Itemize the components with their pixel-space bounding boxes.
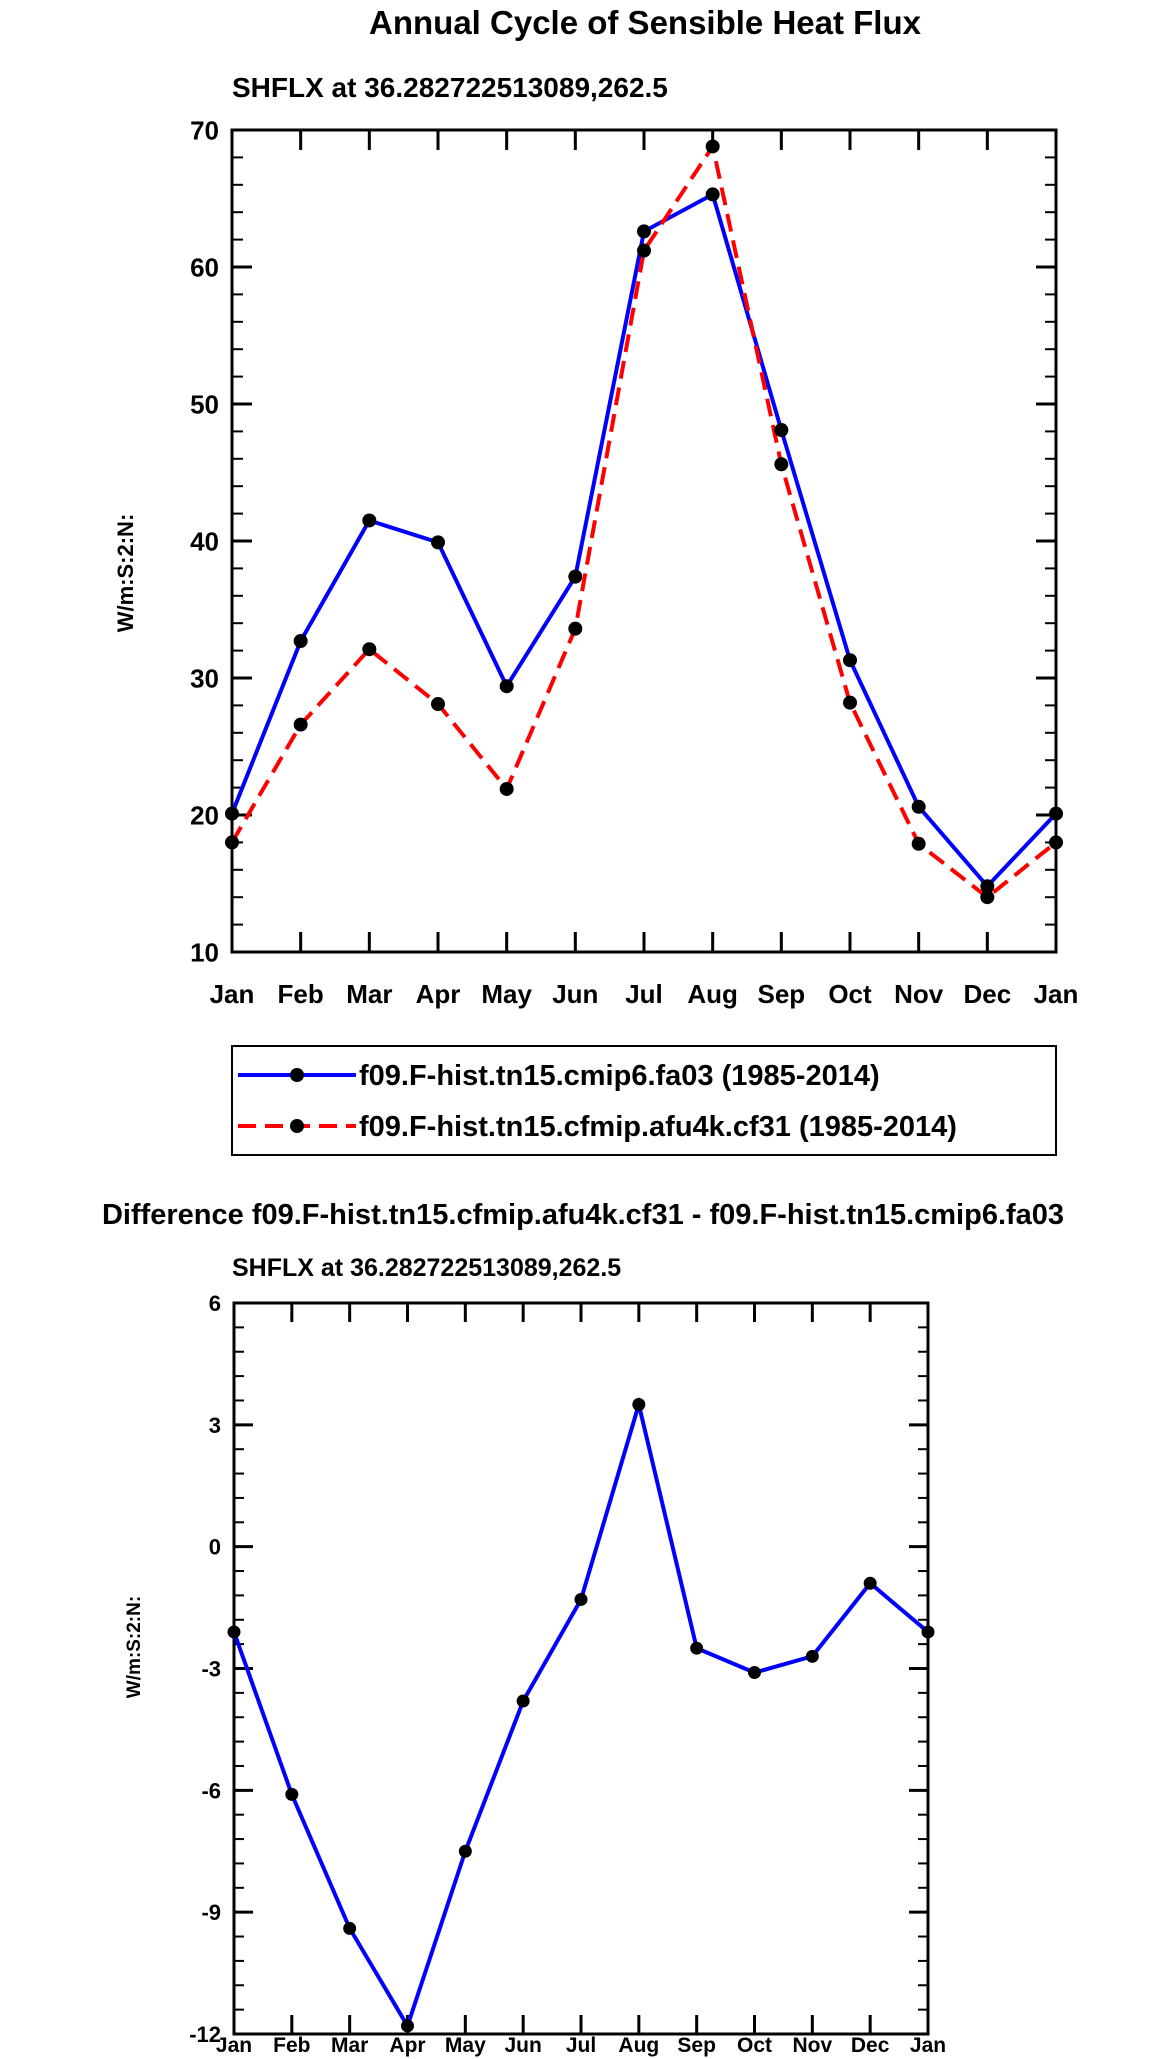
series-0-point: [516, 1694, 530, 1708]
series-1-point: [637, 243, 651, 258]
series-1-point: [843, 695, 857, 710]
series-0-point: [863, 1576, 877, 1590]
y-tick-label: 3: [209, 1413, 221, 1438]
series-0-point: [568, 569, 583, 584]
chart-annual-cycle: SHFLX at 36.282722513089,262.5 W/m:S:2:N…: [113, 72, 1078, 1009]
x-tick-label: Jun: [552, 979, 598, 1009]
series-0-point: [921, 1625, 935, 1639]
chart2-ylabel: W/m:S:2:N:: [124, 1596, 145, 1698]
y-tick-label: -9: [201, 1900, 221, 1925]
series-0-point: [227, 1625, 241, 1639]
series-0-point: [293, 634, 308, 649]
x-tick-label: Oct: [737, 2034, 772, 2057]
x-tick-label: Jul: [625, 979, 663, 1009]
series-0-point: [805, 1649, 819, 1663]
x-tick-label: Jun: [504, 2034, 541, 2057]
series-0-point: [574, 1592, 588, 1606]
x-tick-label: Apr: [416, 979, 461, 1009]
y-tick-label: -12: [189, 2022, 221, 2047]
series-0-point: [458, 1844, 472, 1858]
series-1-point: [293, 717, 308, 732]
x-tick-label: Mar: [346, 979, 392, 1009]
series-1-point: [980, 890, 995, 905]
y-tick-label: 50: [190, 389, 219, 419]
x-tick-label: Dec: [963, 979, 1011, 1009]
x-tick-label: Feb: [278, 979, 324, 1009]
y-tick-label: 30: [190, 663, 219, 693]
y-tick-label: -3: [201, 1656, 221, 1681]
y-tick-label: 0: [209, 1535, 221, 1560]
series-1-point: [774, 457, 789, 472]
series-0-point: [705, 187, 720, 202]
legend-label-series-0: f09.F-hist.tn15.cmip6.fa03 (1985-2014): [359, 1060, 880, 1092]
series-1-point: [431, 697, 445, 712]
series-0-point: [748, 1666, 761, 1680]
chart1-ylabel: W/m:S:2:N:: [113, 514, 138, 633]
chart1-legend: f09.F-hist.tn15.cmip6.fa03 (1985-2014) f…: [231, 1045, 1057, 1156]
series-0-point: [980, 879, 995, 894]
legend-box: [231, 1045, 1057, 1156]
chart1-subtitle: SHFLX at 36.282722513089,262.5: [232, 72, 668, 103]
series-line-0: [232, 1396, 930, 2031]
series-1-point: [911, 836, 926, 851]
x-tick-label: Feb: [273, 2034, 310, 2057]
legend-marker-series-1: [290, 1119, 304, 1133]
x-tick-label: Jan: [210, 979, 255, 1009]
x-tick-label: Apr: [389, 2034, 425, 2057]
series-0-point: [343, 1921, 357, 1935]
chart2-subtitle: SHFLX at 36.282722513089,262.5: [232, 1254, 621, 1282]
series-0-point: [843, 653, 857, 668]
y-tick-label: -6: [201, 1778, 221, 1803]
x-tick-label: Jan: [910, 2034, 946, 2057]
x-tick-label: Nov: [792, 2034, 832, 2057]
x-tick-label: May: [481, 979, 532, 1009]
x-tick-label: Jul: [566, 2034, 596, 2057]
x-tick-label: Sep: [677, 2034, 716, 2057]
series-0-point: [225, 806, 239, 821]
series-1-point: [499, 781, 514, 796]
y-tick-label: 6: [209, 1291, 221, 1316]
legend-marker-series-0: [290, 1068, 304, 1082]
series-0-point: [690, 1641, 704, 1655]
chart-difference: Difference f09.F-hist.tn15.cfmip.afu4k.c…: [102, 1199, 1064, 2057]
series-0-point: [1049, 806, 1063, 821]
series-line-1: [230, 141, 1058, 900]
series-0-point: [911, 799, 926, 814]
series-0-point: [499, 679, 514, 694]
y-tick-label: 40: [190, 526, 219, 556]
series-0-point: [637, 224, 651, 239]
chart2-title: Difference f09.F-hist.tn15.cfmip.afu4k.c…: [102, 1199, 1064, 1231]
series-0-point: [285, 1787, 299, 1801]
x-tick-label: Jan: [216, 2034, 252, 2057]
y-tick-label: 60: [190, 252, 219, 282]
series-line-0: [230, 191, 1058, 890]
y-tick-label: 20: [190, 800, 219, 830]
series-1-point: [568, 621, 583, 636]
series-1-point: [362, 642, 377, 657]
x-tick-label: Nov: [894, 979, 944, 1009]
series-1-point: [225, 835, 239, 850]
x-tick-label: Aug: [687, 979, 738, 1009]
y-tick-label: 70: [190, 115, 219, 145]
chart2-frame: [232, 1301, 930, 2036]
series-0-point: [362, 513, 377, 528]
x-tick-label: Mar: [331, 2034, 368, 2057]
x-tick-label: Dec: [851, 2034, 890, 2057]
series-0-point: [401, 2019, 414, 2033]
series-0-point: [774, 423, 789, 438]
x-tick-label: May: [445, 2034, 486, 2057]
x-tick-label: Jan: [1034, 979, 1079, 1009]
y-tick-label: 10: [190, 937, 219, 967]
series-1-point: [705, 139, 720, 154]
x-tick-label: Sep: [757, 979, 805, 1009]
series-0-point: [632, 1398, 646, 1412]
main-title: Annual Cycle of Sensible Heat Flux: [369, 4, 922, 41]
legend-label-series-1: f09.F-hist.tn15.cfmip.afu4k.cf31 (1985-2…: [359, 1111, 957, 1143]
series-1-point: [1049, 835, 1063, 850]
x-tick-label: Oct: [828, 979, 872, 1009]
x-tick-label: Aug: [618, 2034, 659, 2057]
series-0-point: [431, 535, 445, 550]
